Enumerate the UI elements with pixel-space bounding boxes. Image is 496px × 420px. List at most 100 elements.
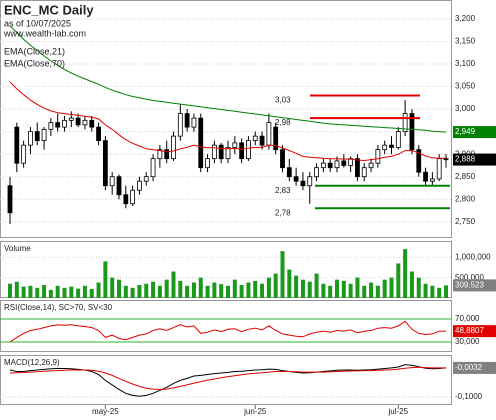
series-line <box>9 366 446 390</box>
candle-body <box>368 162 374 169</box>
value-label: -0,0032 <box>455 363 483 372</box>
y-tick-label: 2,750 <box>455 217 476 226</box>
bar <box>369 282 374 298</box>
candle-body <box>102 140 108 187</box>
candle-body <box>266 122 272 146</box>
candle-body <box>375 149 381 164</box>
bar <box>14 281 19 298</box>
candle-body <box>198 117 204 169</box>
candle-body <box>320 162 326 169</box>
bar <box>375 285 380 298</box>
candle-body <box>150 158 156 178</box>
bar <box>253 280 258 298</box>
candle-body <box>130 189 136 205</box>
bar <box>362 285 367 298</box>
bar <box>239 284 244 298</box>
candle-body <box>239 142 245 160</box>
candle-body <box>21 144 27 164</box>
candle-body <box>89 119 95 128</box>
candle-body <box>34 131 40 142</box>
candle-body <box>41 128 47 142</box>
bar <box>185 285 190 298</box>
candle-body <box>327 162 333 169</box>
candle-body <box>143 176 149 182</box>
candle-body <box>14 126 20 164</box>
y-tick-label: 3,050 <box>455 82 476 91</box>
y-tick-label: 30,000 <box>455 337 480 346</box>
bar <box>314 273 319 298</box>
value-label: 48,8807 <box>455 326 484 335</box>
candle-body <box>211 144 217 160</box>
candle-body <box>286 167 292 178</box>
bar <box>409 271 414 298</box>
bar <box>389 277 394 298</box>
x-tick-label: may-25 <box>92 407 119 416</box>
bar <box>103 261 108 298</box>
bar <box>260 283 265 298</box>
candle-body <box>416 149 422 173</box>
pane-plot <box>9 320 446 343</box>
candle-body <box>395 131 401 148</box>
bar <box>76 288 81 298</box>
value-label: 309,523 <box>455 281 484 290</box>
candle-body <box>232 142 238 148</box>
bar <box>266 277 271 298</box>
bar <box>205 285 210 298</box>
candle-body <box>300 180 306 187</box>
bar <box>151 281 156 298</box>
candle-body <box>68 117 74 121</box>
bar <box>164 279 169 298</box>
bar <box>35 287 40 298</box>
y-tick-label: 3,150 <box>455 37 476 46</box>
candle-body <box>137 180 142 191</box>
bar <box>396 263 401 298</box>
candle-body <box>334 160 340 169</box>
bar <box>62 287 67 298</box>
pane-frame <box>0 300 452 352</box>
bar <box>42 284 47 298</box>
y-tick-label: 70,000 <box>455 314 480 323</box>
value-box <box>453 325 496 338</box>
candle-body <box>109 176 115 187</box>
candle-body <box>307 176 313 187</box>
bar <box>82 285 87 298</box>
series-line <box>9 320 446 343</box>
value-label: 2,888 <box>455 155 476 164</box>
x-tick-label: jun-25 <box>243 407 267 416</box>
bar <box>246 282 251 298</box>
bar <box>137 284 142 298</box>
bar <box>355 277 360 298</box>
candle-body <box>436 158 442 180</box>
candle-body <box>273 126 279 151</box>
bar <box>171 271 176 298</box>
y-tick-label: 3,100 <box>455 59 476 68</box>
candle-body <box>429 178 435 182</box>
pane-title: RSI(Close,14), SC>70, SV<30 <box>4 303 113 312</box>
bar <box>280 251 285 298</box>
candle-body <box>402 113 408 133</box>
bar <box>307 281 312 298</box>
y-tick-label: 1,000,000 <box>455 252 491 261</box>
bar <box>8 283 12 298</box>
bar <box>110 277 115 298</box>
candle-body <box>218 144 224 160</box>
level-label: 2,78 <box>275 208 291 217</box>
candle-body <box>293 176 299 182</box>
bar <box>335 279 339 298</box>
candle-body <box>96 126 101 142</box>
bar <box>321 283 326 298</box>
bar <box>437 287 442 298</box>
bar <box>416 277 421 298</box>
pane-frame <box>0 0 452 238</box>
bar <box>287 269 292 298</box>
bar <box>232 279 237 298</box>
bar <box>273 273 278 298</box>
candle-body <box>75 117 81 126</box>
candle-body <box>7 185 13 214</box>
candle-body <box>361 167 367 178</box>
candle-body <box>171 135 176 160</box>
level-label: 2,98 <box>275 118 291 127</box>
candle-body <box>443 158 449 161</box>
bar <box>55 285 60 298</box>
